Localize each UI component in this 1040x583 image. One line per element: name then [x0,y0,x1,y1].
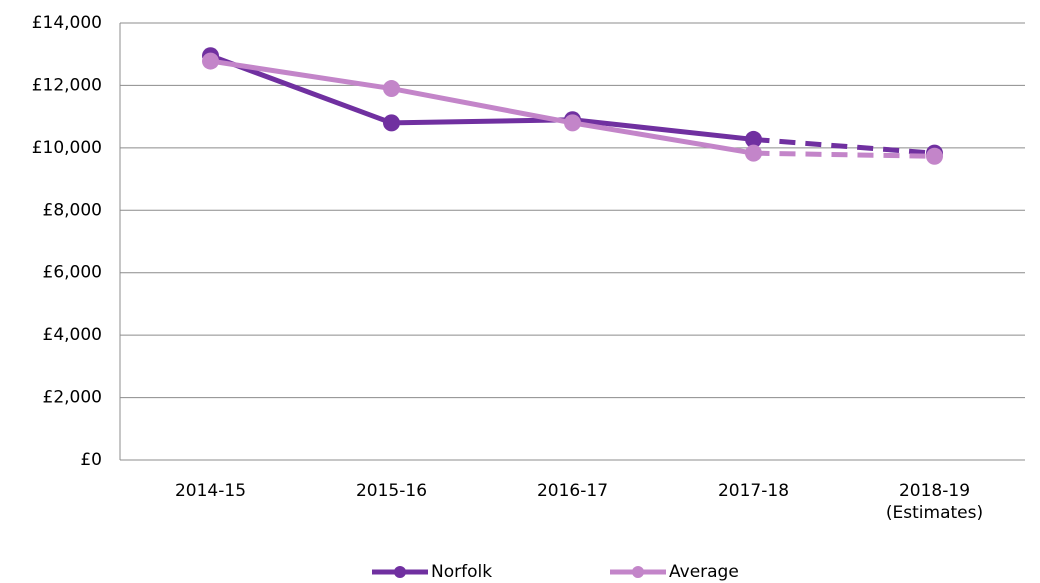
y-tick-label: £12,000 [32,75,102,95]
point [926,147,943,165]
legend-marker [394,566,406,578]
estimate-line [753,150,935,159]
x-tick-label: 2018-19 (Estimates) [885,481,984,523]
legend-label: Average [669,562,739,582]
legend-marker [632,566,644,578]
y-tick-label: £4,000 [43,325,102,345]
series-line [209,53,754,142]
point [745,144,762,162]
point [383,80,400,98]
legend-label: Norfolk [431,562,492,582]
y-tick-label: £8,000 [43,200,102,220]
y-tick-label: £14,000 [32,13,102,33]
y-tick-label: £10,000 [32,138,102,158]
x-tick-label: 2017-18 [717,481,790,501]
x-tick-label: 2015-16 [355,481,428,501]
y-tick-label: £6,000 [43,263,102,283]
x-tick-label: 2016-17 [536,481,609,501]
y-tick-label: £2,000 [43,388,102,408]
point [383,114,400,132]
point [564,114,581,132]
point [745,130,762,148]
series-line [210,58,754,156]
x-tick-label: 2014-15 [174,481,247,501]
y-tick-label: £0 [80,450,102,470]
estimate-line [753,136,935,156]
point [202,52,219,70]
